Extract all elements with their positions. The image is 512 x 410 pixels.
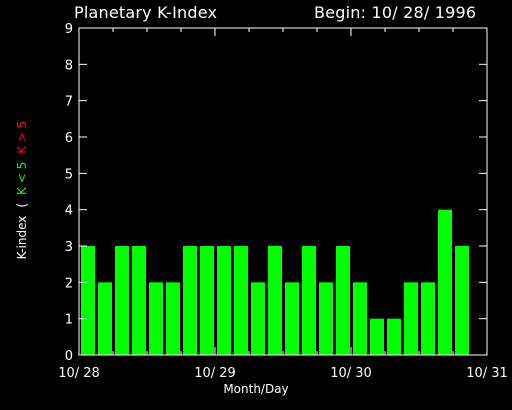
y-tick-label: 8 — [65, 58, 73, 73]
k-index-bar — [200, 246, 214, 355]
legend-high-k: K > 5 — [15, 120, 29, 154]
y-tick-label: 5 — [65, 167, 73, 182]
k-index-bar — [115, 246, 129, 355]
k-index-bar — [98, 282, 112, 355]
y-tick-label: 1 — [65, 313, 73, 328]
k-index-bar — [217, 246, 231, 355]
legend-low-k: K < 5 — [15, 161, 29, 195]
k-index-bar — [455, 246, 469, 355]
k-index-bar — [353, 282, 367, 355]
y-tick-label: 9 — [65, 22, 73, 37]
legend-open-paren: ( — [15, 202, 29, 208]
y-tick-label: 2 — [65, 276, 73, 291]
chart-title: Planetary K-Index — [74, 3, 218, 22]
k-index-bar — [336, 246, 350, 355]
k-index-bar — [421, 282, 435, 355]
k-index-bar — [404, 282, 418, 355]
begin-date: Begin: 10/ 28/ 1996 — [314, 3, 477, 22]
k-index-bar — [149, 282, 163, 355]
k-index-bar — [438, 209, 452, 355]
y-tick-label: 3 — [65, 240, 73, 255]
k-index-bar — [285, 282, 299, 355]
k-index-bar — [370, 318, 384, 355]
k-index-bar — [166, 282, 180, 355]
y-tick-label: 0 — [65, 349, 73, 364]
k-index-bar — [319, 282, 333, 355]
k-index-bar — [268, 246, 282, 355]
k-index-bar — [251, 282, 265, 355]
k-index-bar — [81, 246, 95, 355]
k-index-bar — [302, 246, 316, 355]
k-index-bar — [234, 246, 248, 355]
y-tick-label: 4 — [65, 204, 73, 219]
k-index-bar — [387, 318, 401, 355]
x-tick-label: 10/ 30 — [330, 366, 372, 381]
x-axis-label: Month/Day — [223, 382, 289, 396]
y-tick-label: 7 — [65, 95, 73, 110]
y-tick-label: 6 — [65, 131, 73, 146]
x-tick-label: 10/ 28 — [58, 366, 100, 381]
k-index-bar — [183, 246, 197, 355]
k-index-bar — [132, 246, 146, 355]
x-tick-label: 10/ 29 — [194, 366, 236, 381]
x-tick-label: 10/ 31 — [466, 366, 508, 381]
y-axis-label: K-index ( K < 5 K > 5 — [15, 121, 29, 260]
y-axis-title: K-index — [15, 215, 29, 260]
